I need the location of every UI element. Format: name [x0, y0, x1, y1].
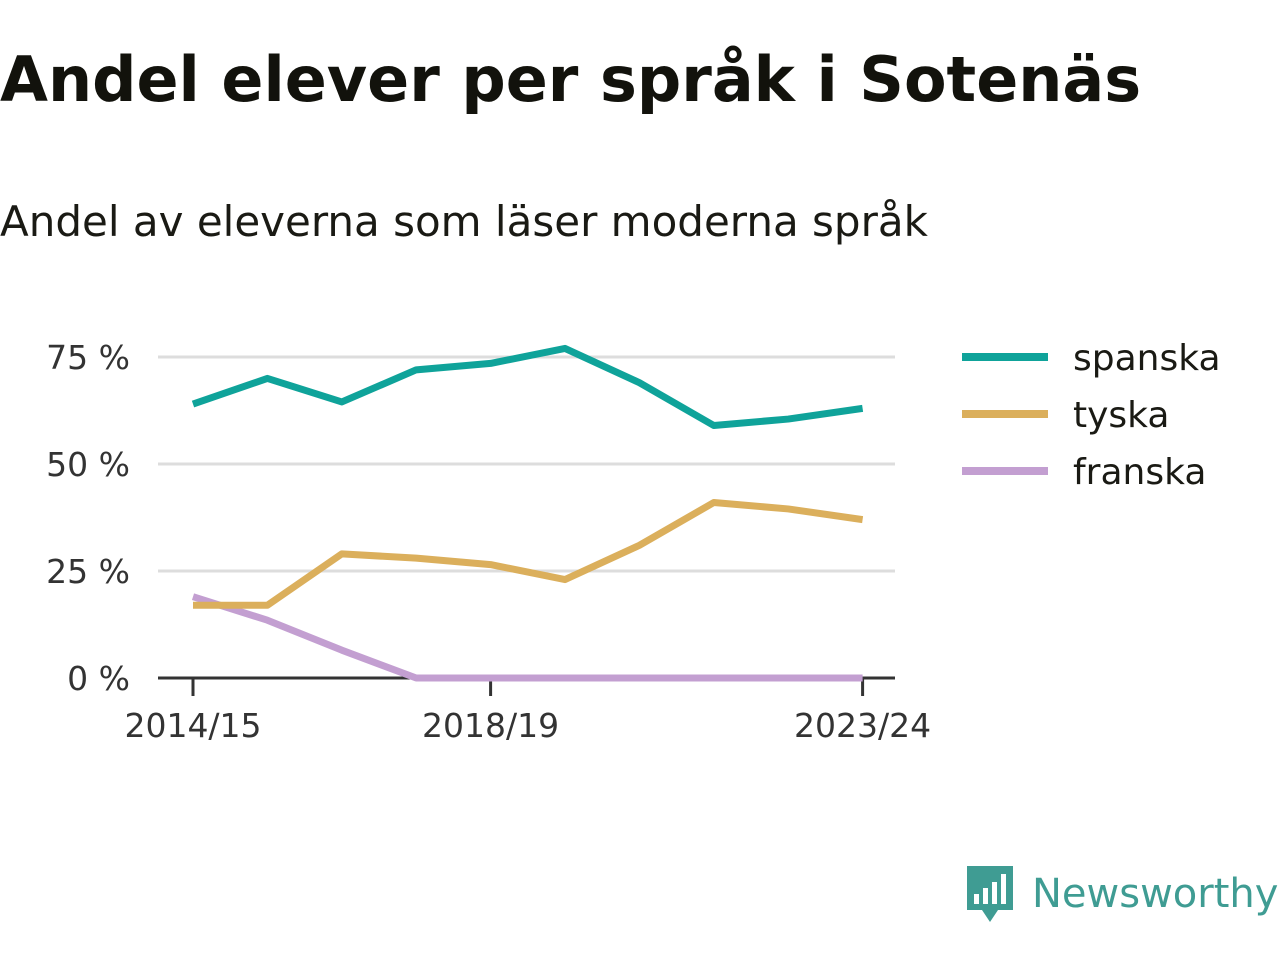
y-tick-label: 25 % [46, 552, 130, 591]
series-line-tyska [193, 499, 864, 609]
legend: spanska tyska franska [962, 338, 1221, 493]
brand-name: Newsworthy [1032, 871, 1279, 917]
series-line-spanska [191, 344, 864, 429]
chart-title: Andel elever per språk i Sotenäs [0, 43, 1142, 116]
newsworthy-logo-icon [967, 866, 1013, 922]
y-axis: 0 % 25 % 50 % 75 % [46, 338, 130, 698]
x-tick-label: 2014/15 [124, 706, 261, 745]
x-tick-label: 2023/24 [794, 706, 931, 745]
legend-label-franska: franska [1073, 452, 1206, 493]
newsworthy-logo: Newsworthy [964, 864, 1278, 924]
legend-label-spanska: spanska [1073, 338, 1221, 379]
legend-label-tyska: tyska [1073, 395, 1169, 436]
y-tick-label: 75 % [46, 338, 130, 377]
chart-subtitle: Andel av eleverna som läser moderna språ… [0, 197, 928, 246]
x-axis: 2014/15 2018/19 2023/24 [124, 676, 931, 745]
y-tick-label: 50 % [46, 445, 130, 484]
x-tick-label: 2018/19 [422, 706, 559, 745]
series-lines [191, 344, 864, 682]
series-line-franska [191, 593, 863, 682]
y-tick-label: 0 % [67, 659, 130, 698]
gridlines [158, 355, 895, 573]
